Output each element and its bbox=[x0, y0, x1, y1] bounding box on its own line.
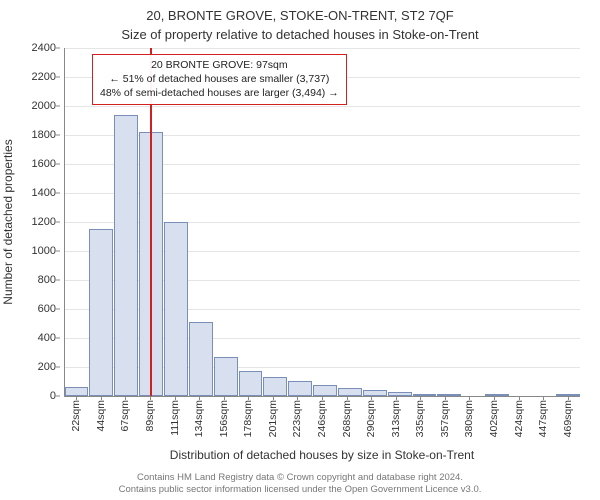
x-tick-label: 357sqm bbox=[439, 400, 451, 437]
x-tick-mark bbox=[175, 396, 176, 400]
annotation-line1: 20 BRONTE GROVE: 97sqm bbox=[100, 58, 339, 72]
y-tick-mark bbox=[56, 396, 60, 397]
x-tick-mark bbox=[199, 396, 200, 400]
x-tick-mark bbox=[396, 396, 397, 400]
y-tick-mark bbox=[56, 338, 60, 339]
x-tick-label: 424sqm bbox=[513, 400, 525, 437]
y-tick-label: 1400 bbox=[6, 187, 56, 199]
x-tick-label: 335sqm bbox=[414, 400, 426, 437]
x-tick-label: 246sqm bbox=[316, 400, 328, 437]
y-tick-label: 600 bbox=[6, 303, 56, 315]
x-tick-mark bbox=[347, 396, 348, 400]
x-tick-mark bbox=[445, 396, 446, 400]
x-tick-label: 268sqm bbox=[341, 400, 353, 437]
x-tick-mark bbox=[420, 396, 421, 400]
x-tick-label: 201sqm bbox=[267, 400, 279, 437]
footer-attribution: Contains HM Land Registry data © Crown c… bbox=[0, 472, 600, 496]
x-tick-mark bbox=[371, 396, 372, 400]
x-tick-label: 111sqm bbox=[169, 400, 181, 436]
y-tick-mark bbox=[56, 309, 60, 310]
x-tick-mark bbox=[248, 396, 249, 400]
bar bbox=[288, 381, 312, 396]
x-tick-mark bbox=[150, 396, 151, 400]
x-tick-mark bbox=[568, 396, 569, 400]
x-tick-mark bbox=[273, 396, 274, 400]
x-tick-mark bbox=[224, 396, 225, 400]
x-axis: 22sqm 44sqm 67sqm 89sqm 111sqm 134sqm 156sqm 17… bbox=[64, 396, 580, 456]
x-tick-label: 447sqm bbox=[537, 400, 549, 437]
x-tick-mark bbox=[543, 396, 544, 400]
x-tick-label: 44sqm bbox=[95, 400, 107, 432]
page-title-line2: Size of property relative to detached ho… bbox=[0, 23, 600, 44]
bar bbox=[164, 222, 188, 396]
x-tick-label: 22sqm bbox=[70, 400, 82, 432]
y-tick-label: 800 bbox=[6, 274, 56, 286]
x-tick-mark bbox=[297, 396, 298, 400]
x-tick-mark bbox=[76, 396, 77, 400]
x-tick-label: 156sqm bbox=[218, 400, 230, 437]
x-tick-label: 290sqm bbox=[365, 400, 377, 437]
y-tick-mark bbox=[56, 280, 60, 281]
annotation-line3: 48% of semi-detached houses are larger (… bbox=[100, 86, 339, 100]
y-tick-label: 2200 bbox=[6, 71, 56, 83]
y-axis-line bbox=[64, 48, 65, 396]
y-tick-mark bbox=[56, 251, 60, 252]
x-tick-label: 67sqm bbox=[119, 400, 131, 432]
bar bbox=[263, 377, 287, 396]
y-tick-mark bbox=[56, 77, 60, 78]
plot-area: 20 BRONTE GROVE: 97sqm ← 51% of detached… bbox=[64, 48, 580, 396]
y-tick-label: 0 bbox=[6, 390, 56, 402]
y-tick-mark bbox=[56, 106, 60, 107]
y-tick-label: 1200 bbox=[6, 216, 56, 228]
y-tick-mark bbox=[56, 48, 60, 49]
y-tick-label: 1800 bbox=[6, 129, 56, 141]
x-tick-label: 223sqm bbox=[291, 400, 303, 437]
x-axis-label: Distribution of detached houses by size … bbox=[64, 448, 580, 462]
bar bbox=[239, 371, 263, 396]
x-tick-label: 402sqm bbox=[488, 400, 500, 437]
x-tick-label: 134sqm bbox=[193, 400, 205, 437]
y-tick-label: 2400 bbox=[6, 42, 56, 54]
x-tick-mark bbox=[519, 396, 520, 400]
footer-line1: Contains HM Land Registry data © Crown c… bbox=[0, 472, 600, 484]
y-tick-mark bbox=[56, 367, 60, 368]
y-tick-mark bbox=[56, 222, 60, 223]
footer-line2: Contains public sector information licen… bbox=[0, 484, 600, 496]
x-tick-label: 380sqm bbox=[463, 400, 475, 437]
bar bbox=[114, 115, 138, 396]
bar bbox=[89, 229, 113, 396]
bar bbox=[65, 387, 89, 396]
page-title-line1: 20, BRONTE GROVE, STOKE-ON-TRENT, ST2 7Q… bbox=[0, 0, 600, 23]
y-tick-mark bbox=[56, 193, 60, 194]
y-tick-label: 200 bbox=[6, 361, 56, 373]
x-tick-mark bbox=[322, 396, 323, 400]
y-tick-label: 400 bbox=[6, 332, 56, 344]
x-tick-label: 313sqm bbox=[390, 400, 402, 437]
x-tick-label: 469sqm bbox=[562, 400, 574, 437]
y-tick-label: 1000 bbox=[6, 245, 56, 257]
y-tick-label: 1600 bbox=[6, 158, 56, 170]
x-tick-mark bbox=[125, 396, 126, 400]
y-tick-mark bbox=[56, 135, 60, 136]
annotation-line2: ← 51% of detached houses are smaller (3,… bbox=[100, 72, 339, 86]
x-tick-label: 89sqm bbox=[144, 400, 156, 432]
y-axis: 0200400600800100012001400160018002000220… bbox=[0, 48, 60, 396]
y-tick-label: 2000 bbox=[6, 100, 56, 112]
x-tick-mark bbox=[494, 396, 495, 400]
x-tick-mark bbox=[101, 396, 102, 400]
x-tick-label: 178sqm bbox=[242, 400, 254, 437]
annotation-box: 20 BRONTE GROVE: 97sqm ← 51% of detached… bbox=[92, 54, 347, 105]
x-tick-mark bbox=[469, 396, 470, 400]
bar bbox=[338, 388, 362, 396]
y-tick-mark bbox=[56, 164, 60, 165]
bar bbox=[313, 385, 337, 396]
bar bbox=[214, 357, 238, 396]
bar bbox=[189, 322, 213, 396]
